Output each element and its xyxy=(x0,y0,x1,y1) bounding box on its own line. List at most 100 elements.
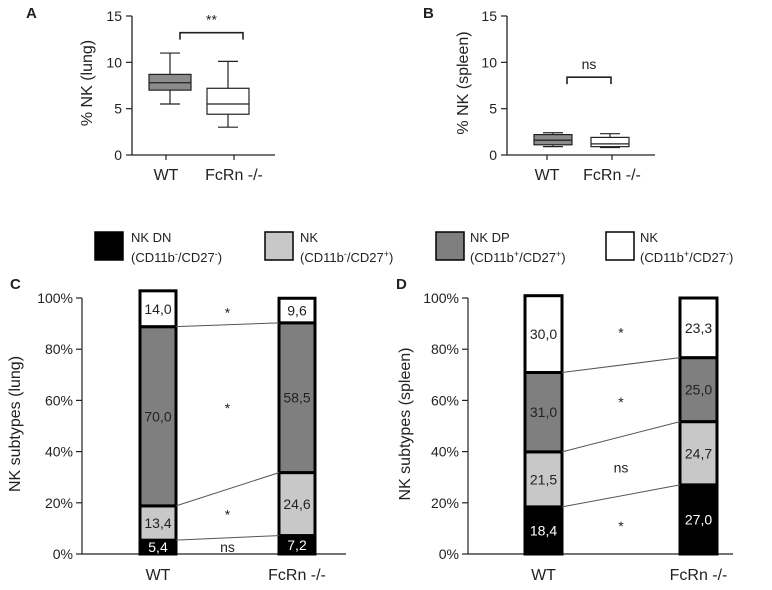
legend-sublabel: (CD11b+/CD27-) xyxy=(640,249,733,265)
segment-value-label: 9,6 xyxy=(287,303,307,319)
y-tick-label: 60% xyxy=(45,392,73,408)
y-tick-label: 100% xyxy=(423,290,459,306)
legend-sublabel: (CD11b-/CD27+) xyxy=(300,249,393,265)
chart-c: 0% 20% 40% 60% 80% 100% 5,4 13,4 70,0 14,0 WT 7,2 24… xyxy=(37,289,346,584)
y-tick-label: 20% xyxy=(45,495,73,511)
panel-label-a: A xyxy=(26,5,37,22)
legend-sublabel-part: /CD27 xyxy=(519,250,556,265)
x-category-label: WT xyxy=(535,167,560,184)
segment-value-label: 31,0 xyxy=(530,404,557,420)
significance-label: ** xyxy=(206,12,217,28)
bar-segment xyxy=(138,325,178,508)
y-tick-label: 15 xyxy=(106,8,122,24)
y-tick-label: 80% xyxy=(431,341,459,357)
segment-value-label: 14,0 xyxy=(144,301,171,317)
y-axis-title-a: % NK (lung) xyxy=(79,40,96,126)
y-tick-label: 0 xyxy=(489,147,497,163)
legend-label: NK DN xyxy=(131,230,171,245)
segment-value-label: 25,0 xyxy=(685,382,712,398)
y-tick-label: 0% xyxy=(53,546,73,562)
legend-sublabel-part: (CD11b xyxy=(300,250,344,265)
x-category-label: FcRn -/- xyxy=(205,167,263,184)
x-category-label: WT xyxy=(154,167,179,184)
segment-value-label: 18,4 xyxy=(530,522,557,538)
connector-line xyxy=(561,484,681,508)
box-fcrn xyxy=(590,136,630,148)
legend-sublabel-part: /CD27 xyxy=(689,250,726,265)
significance-label: * xyxy=(225,304,231,320)
legend-swatch xyxy=(435,231,465,261)
significance-label: * xyxy=(618,518,624,534)
significance-label: ns xyxy=(582,56,597,72)
legend-sublabel-part: ) xyxy=(561,250,565,265)
legend-sublabel-part: (CD11b xyxy=(470,250,514,265)
x-category-label: WT xyxy=(146,567,171,584)
legend-sublabel-part: /CD27 xyxy=(178,250,215,265)
x-category-label: WT xyxy=(531,567,556,584)
bar-segment xyxy=(523,370,564,454)
legend-sublabel-sup: + xyxy=(556,249,561,259)
bar-segment xyxy=(523,450,564,509)
segment-value-label: 21,5 xyxy=(530,471,557,487)
significance-label: * xyxy=(225,507,231,523)
segment-value-label: 30,0 xyxy=(530,326,557,342)
legend-sublabel-sup: - xyxy=(175,249,178,259)
significance-bracket xyxy=(566,76,612,85)
legend-sublabel-part: (CD11b xyxy=(131,250,175,265)
bar-segment xyxy=(138,289,178,329)
y-tick-label: 0 xyxy=(114,147,122,163)
y-tick-label: 40% xyxy=(45,444,73,460)
legend-sublabel-sup: + xyxy=(384,249,389,259)
legend-sublabel: (CD11b+/CD27+) xyxy=(470,249,566,265)
significance-label: ns xyxy=(220,539,235,555)
x-category-label: FcRn -/- xyxy=(670,567,728,584)
connector-line xyxy=(175,322,280,328)
connector-line xyxy=(561,357,681,373)
x-category-label: FcRn -/- xyxy=(268,567,326,584)
bar-segment xyxy=(678,296,719,360)
bar-segment xyxy=(523,505,564,556)
legend-swatch xyxy=(605,231,635,261)
legend-sublabel-sup: - xyxy=(215,249,218,259)
box-fcrn xyxy=(206,87,250,115)
panel-label-d: D xyxy=(396,276,407,293)
y-tick-label: 5 xyxy=(489,101,497,117)
segment-value-label: 5,4 xyxy=(148,539,168,555)
bar-segment xyxy=(277,321,317,475)
legend-sublabel-part: ) xyxy=(729,250,733,265)
y-tick-label: 15 xyxy=(481,8,497,24)
segment-value-label: 7,2 xyxy=(287,537,307,553)
legend-sublabel-sup: + xyxy=(684,249,689,259)
segment-value-label: 70,0 xyxy=(144,408,171,424)
significance-label: * xyxy=(618,325,624,341)
connector-line xyxy=(561,421,681,453)
y-tick-label: 60% xyxy=(431,392,459,408)
segment-value-label: 27,0 xyxy=(685,511,712,527)
legend-sublabel-part: ) xyxy=(389,250,393,265)
chart-a: 0 5 10 15 WT FcRn -/- ** xyxy=(106,8,275,184)
legend-sublabel: (CD11b-/CD27-) xyxy=(131,249,222,265)
y-tick-label: 5 xyxy=(114,101,122,117)
bar-segment xyxy=(523,294,564,374)
legend-sublabel-sup: - xyxy=(726,249,729,259)
y-tick-label: 40% xyxy=(431,444,459,460)
panel-label-c: C xyxy=(10,276,21,293)
segment-value-label: 23,3 xyxy=(685,320,712,336)
chart-d: 0% 20% 40% 60% 80% 100% 18,4 21,5 31,0 30,0 WT 27,0… xyxy=(423,290,733,584)
y-tick-label: 10 xyxy=(481,54,497,70)
legend-sublabel-sup: - xyxy=(344,249,347,259)
legend-sublabel-part: ) xyxy=(218,250,222,265)
y-tick-label: 10 xyxy=(106,54,122,70)
y-tick-label: 20% xyxy=(431,495,459,511)
legend-label: NK xyxy=(300,230,318,245)
bar-segment xyxy=(138,504,178,542)
significance-label: ns xyxy=(614,459,629,475)
legend-swatch xyxy=(264,231,294,261)
legend-sublabel-part: (CD11b xyxy=(640,250,684,265)
bar-segment xyxy=(277,296,317,325)
connector-line xyxy=(175,472,280,507)
chart-b: 0 5 10 15 WT FcRn -/- ns xyxy=(481,8,655,184)
bar-segment xyxy=(678,420,719,487)
connector-line xyxy=(175,535,280,541)
